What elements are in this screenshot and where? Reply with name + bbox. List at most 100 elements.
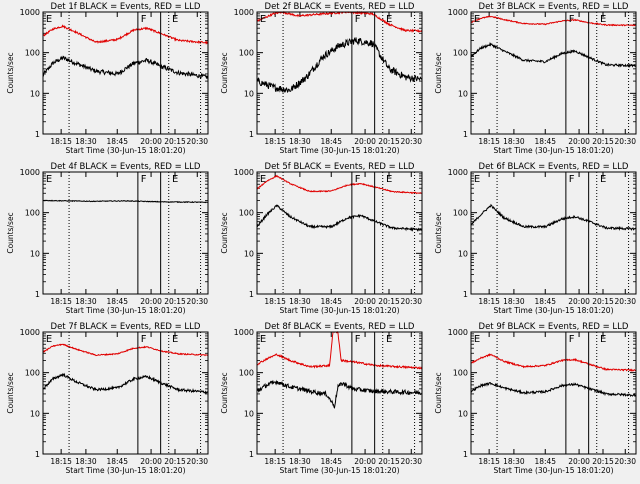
series-events <box>470 381 637 397</box>
x-tick-label: 20:30 <box>614 457 636 466</box>
x-tick-label: 20:00 <box>140 297 162 306</box>
phase-label: E <box>46 334 52 345</box>
panel-det-5: Det 5f BLACK = Events, RED = LLD Counts/s… <box>220 162 423 315</box>
x-tick-label: 18:45 <box>320 297 342 306</box>
phase-label: F <box>141 14 147 25</box>
y-axis-label: Counts/sec <box>434 52 443 93</box>
panel-det-1: Det 1f BLACK = Events, RED = LLD Counts/s… <box>6 2 209 155</box>
phase-label: E <box>172 334 178 345</box>
x-tick-label: 20:30 <box>614 137 636 146</box>
x-tick-label: 18:15 <box>478 297 500 306</box>
phase-label: E <box>474 174 480 185</box>
phase-label: E <box>172 174 178 185</box>
series-lld <box>42 343 209 357</box>
y-tick-label: 1 <box>249 130 254 139</box>
x-axis-label: Start Time (30-Jun-15 18:01:20) <box>494 466 614 475</box>
plot-frame <box>42 11 209 135</box>
panel-det-6: Det 6f BLACK = Events, RED = LLD Counts/s… <box>434 162 637 315</box>
phase-label: E <box>172 14 178 25</box>
y-tick-label: 100 <box>239 49 254 58</box>
phase-label: E <box>600 334 606 345</box>
phase-label: E <box>600 174 606 185</box>
y-tick-label: 10 <box>30 89 40 98</box>
x-axis-label: Start Time (30-Jun-15 18:01:20) <box>66 466 186 475</box>
y-tick-label: 1 <box>249 450 254 459</box>
x-tick-label: 18:15 <box>264 457 286 466</box>
phase-label: F <box>141 174 147 185</box>
phase-label: F <box>569 334 575 345</box>
series-events <box>42 55 209 80</box>
x-axis-label: Start Time (30-Jun-15 18:01:20) <box>280 466 400 475</box>
series-lld <box>470 15 637 27</box>
y-tick-label: 1000 <box>234 328 254 337</box>
y-tick-label: 1000 <box>20 168 40 177</box>
y-tick-label: 1 <box>35 450 40 459</box>
x-tick-label: 20:15 <box>378 137 400 146</box>
phase-label: E <box>260 334 266 345</box>
x-tick-label: 18:45 <box>534 137 556 146</box>
y-axis-label: Counts/sec <box>434 212 443 253</box>
phase-label: F <box>355 14 361 25</box>
x-tick-label: 18:15 <box>50 137 72 146</box>
y-tick-label: 10 <box>30 249 40 258</box>
series-lld <box>256 10 423 33</box>
x-tick-label: 20:30 <box>186 137 208 146</box>
phase-label: E <box>474 14 480 25</box>
y-tick-label: 1000 <box>448 168 468 177</box>
x-axis-label: Start Time (30-Jun-15 18:01:20) <box>494 306 614 315</box>
y-axis-label: Counts/sec <box>6 372 15 413</box>
panel-title: Det 2f BLACK = Events, RED = LLD <box>265 2 415 12</box>
x-tick-label: 18:15 <box>478 137 500 146</box>
series-lld <box>470 353 637 372</box>
y-axis-label: Counts/sec <box>6 52 15 93</box>
y-tick-label: 10 <box>244 249 254 258</box>
x-tick-label: 20:00 <box>568 457 590 466</box>
x-tick-label: 18:45 <box>320 457 342 466</box>
x-axis-label: Start Time (30-Jun-15 18:01:20) <box>280 146 400 155</box>
x-tick-label: 20:15 <box>164 457 186 466</box>
panel-det-9: Det 9f BLACK = Events, RED = LLD Counts/s… <box>434 322 637 475</box>
x-tick-label: 18:45 <box>106 297 128 306</box>
x-tick-label: 18:30 <box>289 297 311 306</box>
phase-label: E <box>386 14 392 25</box>
panel-title: Det 6f BLACK = Events, RED = LLD <box>479 162 629 172</box>
x-tick-label: 18:30 <box>503 457 525 466</box>
x-tick-label: 18:15 <box>478 457 500 466</box>
x-tick-label: 20:00 <box>140 457 162 466</box>
y-axis-label: Counts/sec <box>6 212 15 253</box>
phase-label: E <box>260 174 266 185</box>
phase-label: F <box>141 334 147 345</box>
series-lld <box>256 331 423 370</box>
y-tick-label: 1000 <box>20 8 40 17</box>
x-tick-label: 18:45 <box>320 137 342 146</box>
y-tick-label: 1 <box>35 130 40 139</box>
y-tick-label: 1 <box>249 290 254 299</box>
y-tick-label: 100 <box>25 369 40 378</box>
x-tick-label: 18:45 <box>106 137 128 146</box>
phase-label: F <box>355 334 361 345</box>
y-tick-label: 1000 <box>234 168 254 177</box>
phase-label: F <box>569 14 575 25</box>
series-events <box>42 199 209 204</box>
plot-frame <box>470 171 637 295</box>
y-tick-label: 1 <box>463 290 468 299</box>
x-axis-label: Start Time (30-Jun-15 18:01:20) <box>66 306 186 315</box>
phase-label: E <box>474 334 480 345</box>
phase-label: E <box>260 14 266 25</box>
y-tick-label: 1 <box>463 450 468 459</box>
x-axis-label: Start Time (30-Jun-15 18:01:20) <box>280 306 400 315</box>
panel-det-7: Det 7f BLACK = Events, RED = LLD Counts/s… <box>6 322 209 475</box>
y-tick-label: 10 <box>458 409 468 418</box>
plot-frame <box>470 331 637 455</box>
x-axis-label: Start Time (30-Jun-15 18:01:20) <box>66 146 186 155</box>
y-tick-label: 100 <box>453 369 468 378</box>
x-tick-label: 20:30 <box>400 297 422 306</box>
x-tick-label: 20:00 <box>568 137 590 146</box>
y-tick-label: 10 <box>244 89 254 98</box>
panel-det-2: Det 2f BLACK = Events, RED = LLD Counts/s… <box>220 2 423 155</box>
y-tick-label: 100 <box>25 49 40 58</box>
plot-frame <box>42 171 209 295</box>
x-tick-label: 18:15 <box>50 297 72 306</box>
x-tick-label: 20:30 <box>614 297 636 306</box>
